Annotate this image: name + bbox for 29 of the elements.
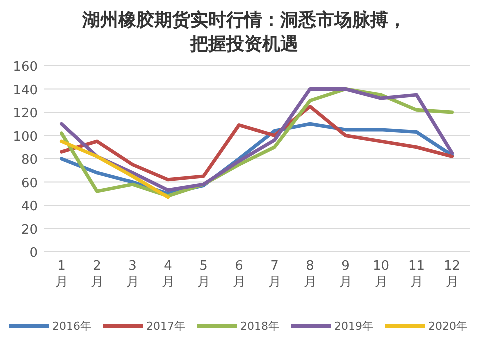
- x-tick-label: 6月: [232, 259, 246, 290]
- legend-label: 2016年: [52, 320, 92, 333]
- y-tick-label: 60: [21, 176, 38, 192]
- x-tick-label: 10月: [372, 259, 390, 290]
- chart-title: 湖州橡胶期货实时行情：洞悉市场脉搏，把握投资机遇: [82, 10, 406, 55]
- x-tick-label: 7月: [268, 259, 282, 290]
- legend-label: 2018年: [240, 320, 280, 333]
- y-tick-label: 120: [13, 106, 38, 122]
- y-tick-label: 0: [30, 246, 38, 261]
- legend-label: 2020年: [428, 320, 468, 333]
- y-tick-label: 140: [13, 83, 38, 98]
- x-tick-label: 12月: [444, 259, 461, 290]
- x-tick-label: 1月: [55, 259, 68, 290]
- y-tick-label: 100: [13, 130, 38, 145]
- y-tick-label: 80: [21, 153, 38, 168]
- x-tick-label: 9月: [339, 259, 352, 290]
- x-tick-label: 11月: [408, 259, 426, 290]
- legend-label: 2019年: [334, 320, 374, 333]
- x-tick-label: 5月: [197, 259, 210, 290]
- x-tick-label: 3月: [126, 259, 140, 290]
- y-tick-label: 20: [21, 222, 38, 238]
- legend-label: 2017年: [146, 320, 186, 333]
- x-tick-label: 4月: [162, 259, 175, 290]
- x-tick-label: 8月: [304, 259, 317, 290]
- line-series: [60, 140, 170, 200]
- y-tick-label: 40: [21, 200, 38, 214]
- y-tick-label: 160: [13, 60, 38, 75]
- line-series: [60, 104, 454, 182]
- x-tick-label: 2月: [90, 259, 104, 290]
